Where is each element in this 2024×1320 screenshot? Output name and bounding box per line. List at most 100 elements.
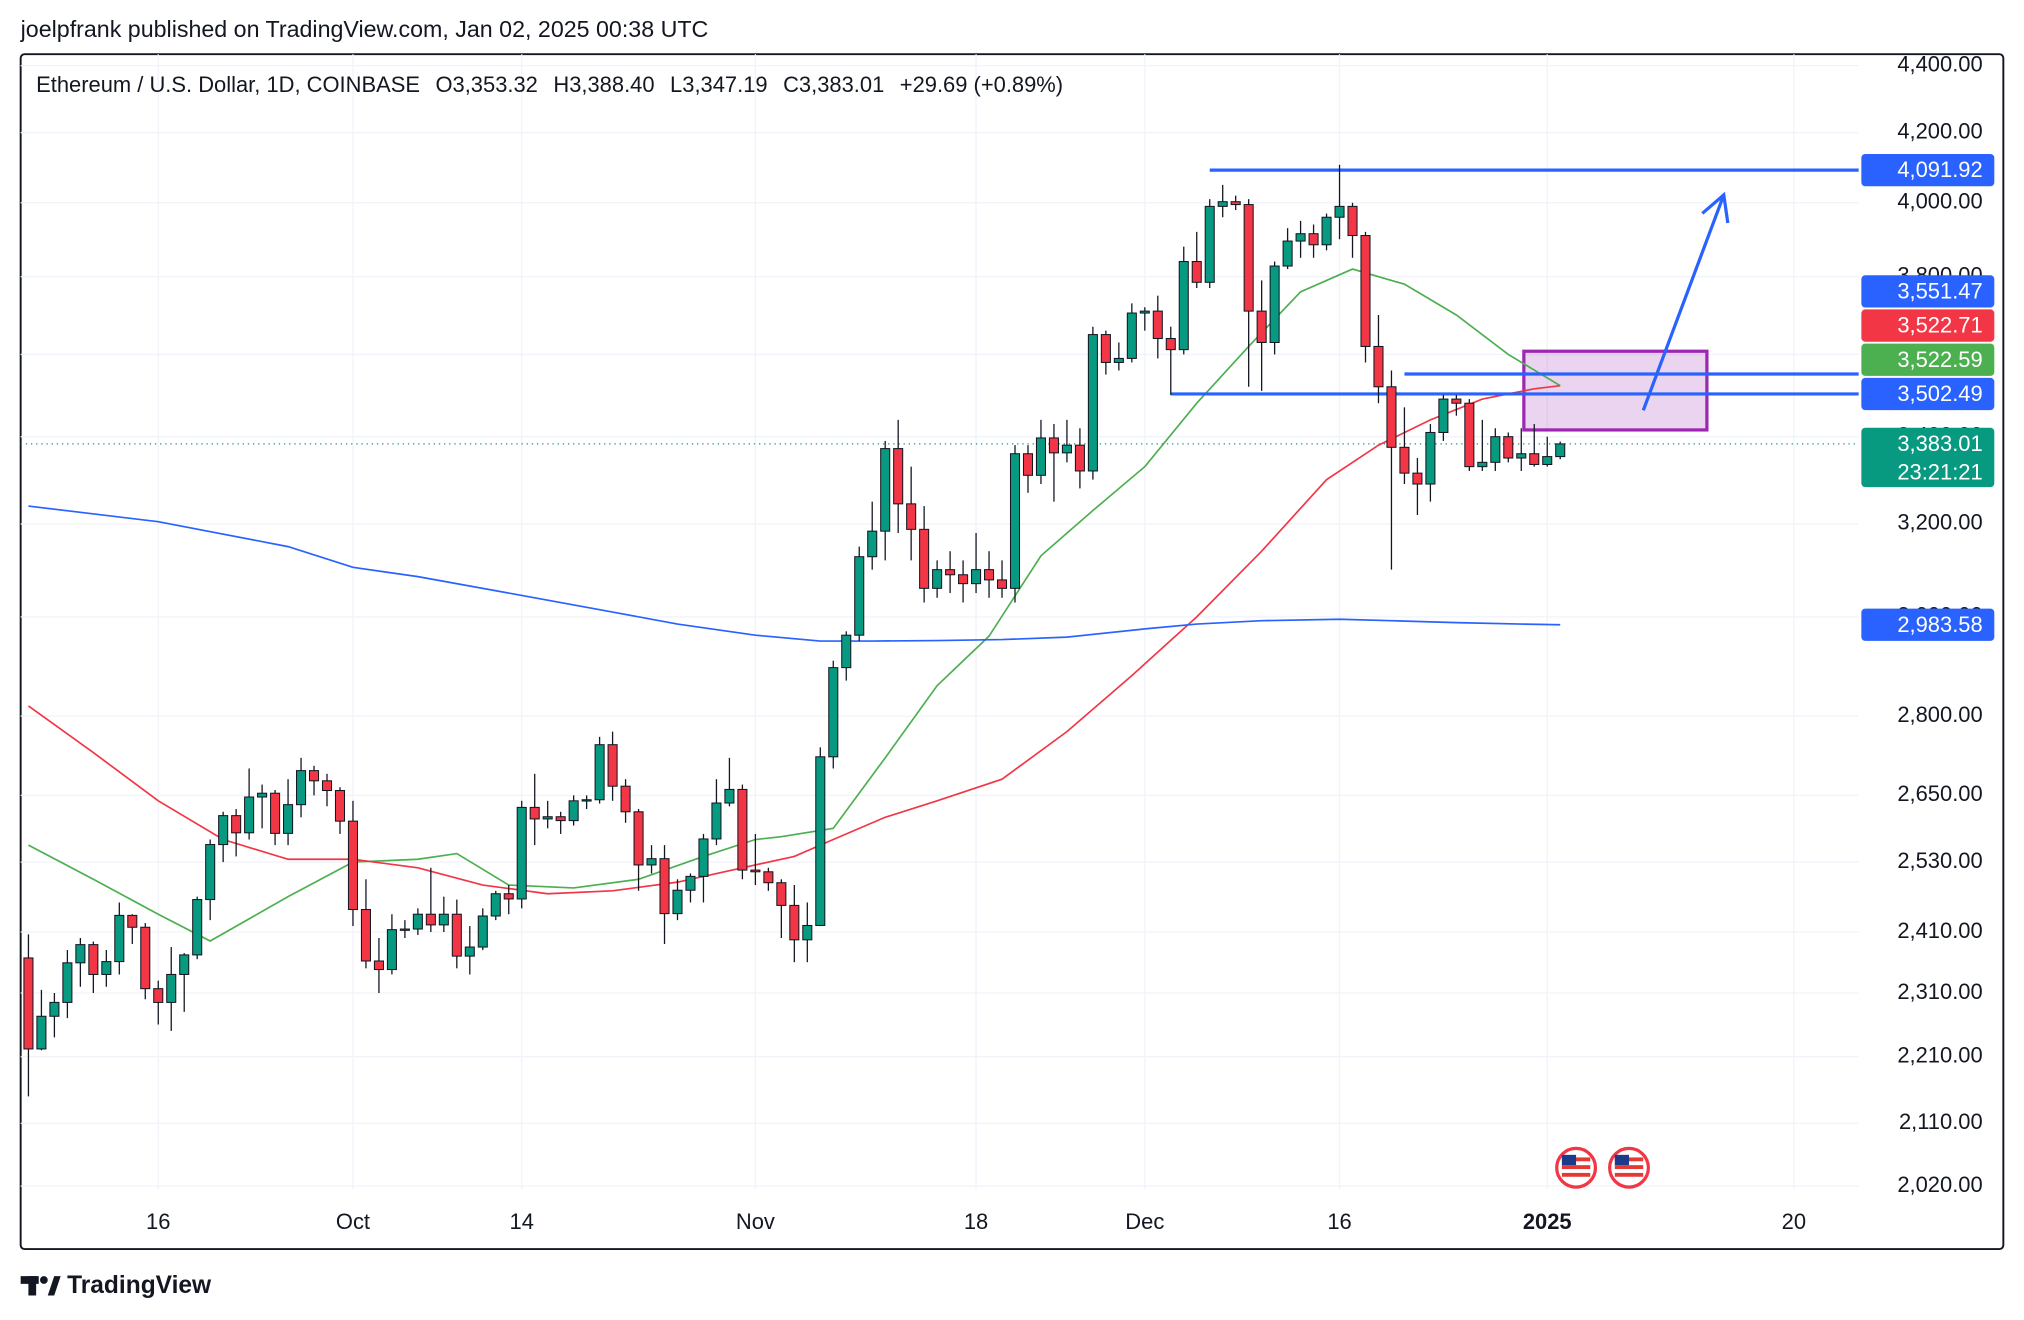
candle-body [1555,443,1566,458]
candle-body [607,744,618,787]
candle-body [672,889,683,915]
publisher-line: joelpfrank published on TradingView.com,… [20,16,709,42]
y-tick-label: 2,310.00 [1897,979,1982,1004]
candle-body [438,913,449,926]
candle-body [153,988,164,1003]
candle-body [542,816,553,820]
candle-body [1529,453,1540,465]
candle-body [594,744,605,801]
candle-body [166,973,177,1003]
candle-body [724,788,735,804]
candle-body [698,838,709,877]
candle-body [270,792,281,834]
x-tick-label: 16 [146,1209,170,1234]
candle-body [854,556,865,636]
candle-body [464,946,475,957]
candle-body [1295,233,1306,242]
price-label-box [1861,608,1995,641]
candle-body [1139,310,1150,314]
candle-body [685,875,696,891]
candle-body [1542,456,1553,465]
us-flag[interactable] [1608,1146,1650,1189]
candle-body [1321,216,1332,246]
candle-body [1178,261,1189,351]
candle-body [425,913,436,926]
ohlc-value: H3,388.40 [553,72,654,97]
candle-body [828,667,839,758]
candle-body [477,915,488,948]
price-label-box [1861,275,1995,308]
price-label-box [1861,377,1995,411]
price-label: 3,522.59 [1897,347,1982,372]
y-tick-label: 4,400.00 [1897,51,1982,76]
candle-body [1061,444,1072,454]
candle-body [114,914,125,963]
price-label-box [1861,343,1995,376]
candle-body [399,928,410,931]
candle-body [1113,357,1124,363]
candle-body [1230,201,1241,206]
plot-area [20,164,1859,1097]
candle-body [412,913,423,930]
candle-body [1399,446,1410,474]
candle-body [1165,338,1176,351]
candle-body [205,844,216,901]
candle-body [932,569,943,589]
candle-body [1087,334,1098,472]
ohlc-value: C3,383.01 [783,72,884,97]
us-flag[interactable] [1555,1146,1598,1189]
y-tick-label: 2,210.00 [1897,1043,1982,1068]
x-tick-label: 18 [964,1209,988,1234]
y-tick-label: 3,200.00 [1897,510,1982,535]
candle-body [127,914,138,928]
candle-body [179,954,190,975]
price-label-box [1861,153,1995,187]
y-tick-label: 2,800.00 [1897,702,1982,727]
candle-body [802,924,813,941]
candle-body [1360,235,1371,347]
moving-average [28,505,1561,642]
price-label: 3,551.47 [1897,278,1982,303]
candle-body [218,815,229,846]
ohlc-value: L3,347.19 [670,72,768,97]
candle-body [1269,265,1280,343]
x-tick-label: Nov [736,1209,775,1234]
candle-body [841,634,852,669]
ohlc-value: +29.69 (+0.89%) [900,72,1063,97]
candle-body [633,811,644,866]
candle-body [23,957,34,1050]
candle-body [490,893,501,917]
candle-body [776,882,787,906]
candle-body [1451,398,1462,404]
candle-body [958,574,969,585]
candle-body [1438,398,1449,433]
price-label: 3,383.01 [1897,431,1982,456]
candle-body [321,780,333,792]
candle-body [1503,436,1514,459]
candle-body [711,802,722,840]
candle-body [503,893,514,900]
candle-body [815,756,826,926]
candle-body [231,815,242,834]
candle-body [75,944,86,964]
y-tick-label: 2,530.00 [1897,848,1982,873]
candle-body [101,961,112,975]
candle-body [244,796,255,834]
candle-body [971,569,982,585]
candle-body [1022,453,1034,476]
candle-body [893,448,904,505]
symbol-legend: Ethereum / U.S. Dollar, 1D, COINBASE O3,… [36,72,1063,97]
candle-body [1516,453,1527,459]
candle-body [984,569,995,581]
candle-body [919,528,930,589]
candle-body [763,871,774,884]
y-tick-label: 4,000.00 [1897,189,1982,214]
candle-body [308,770,320,782]
candle-body [1425,431,1436,485]
candle-body [257,792,268,798]
target-zone [1522,349,1709,432]
candle-body [1386,386,1397,448]
candle-body [1464,402,1475,468]
candle-body [1308,233,1319,246]
